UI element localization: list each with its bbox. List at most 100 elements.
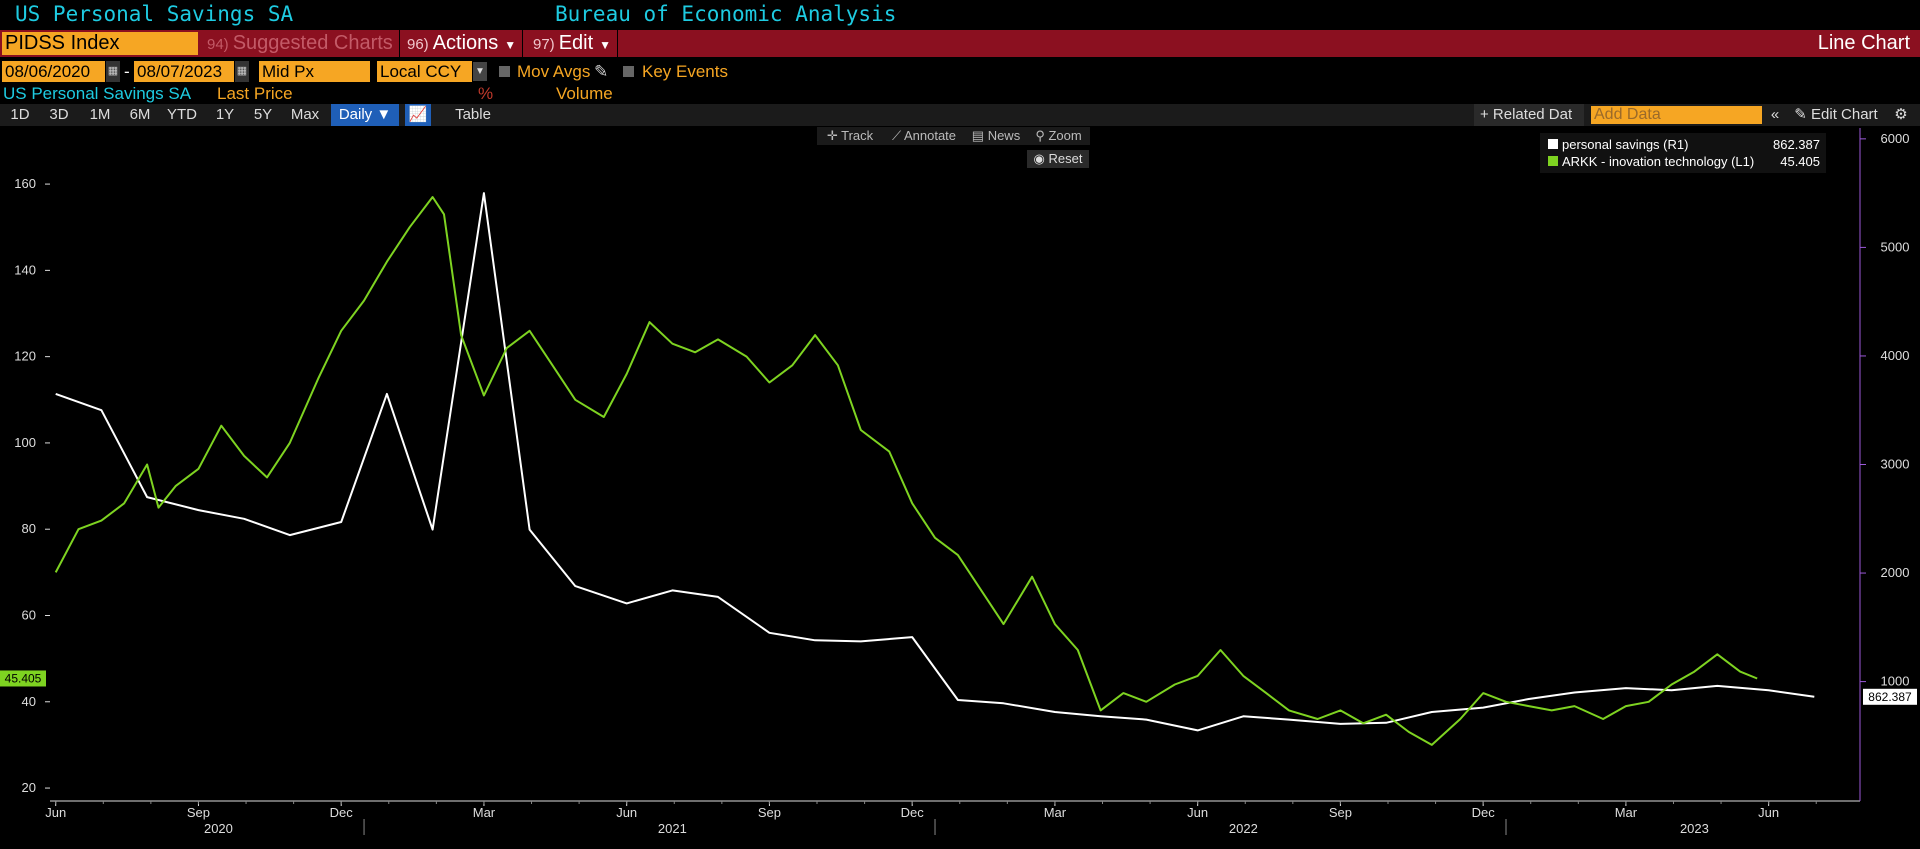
x-tick-label: Mar bbox=[1044, 805, 1067, 820]
actions-label: Actions bbox=[432, 32, 499, 54]
period-3d[interactable]: 3D bbox=[49, 106, 69, 123]
chevron-down-icon: ▼ bbox=[599, 38, 612, 52]
currency-select[interactable]: Local CCY bbox=[377, 61, 472, 82]
period-toolbar: 1D 3D 1M 6M YTD 1Y 5Y Max Daily ▼ 📈 Tabl… bbox=[0, 104, 1920, 126]
period-max[interactable]: Max bbox=[290, 106, 320, 123]
x-year-label: 2020 bbox=[204, 821, 233, 836]
price-field-select[interactable]: Mid Px bbox=[259, 61, 370, 82]
edit-num: 97) bbox=[533, 36, 555, 53]
legend-item-personal-savings[interactable]: personal savings (R1) 862.387 bbox=[1548, 136, 1820, 153]
chart-tools-bar: ✛ Track ⟋ Annotate ▤ News ⚲ Zoom bbox=[817, 127, 1090, 145]
y-right-tick-label: 6000 bbox=[1881, 131, 1910, 146]
series-line-arkk[interactable] bbox=[54, 196, 1758, 746]
period-1d[interactable]: 1D bbox=[10, 106, 30, 123]
mov-avgs-label[interactable]: Mov Avgs bbox=[517, 62, 591, 81]
y-left-tick-label: 100 bbox=[14, 435, 36, 450]
x-tick-label: Mar bbox=[1615, 805, 1638, 820]
period-6m[interactable]: 6M bbox=[129, 106, 151, 123]
legend-item-arkk[interactable]: ARKK - inovation technology (L1) 45.405 bbox=[1548, 153, 1820, 170]
x-tick-label: Jun bbox=[1187, 805, 1208, 820]
x-tick-label: Sep bbox=[187, 805, 210, 820]
command-bar: PIDSS Index 94) Suggested Charts 96) Actio… bbox=[0, 30, 1920, 57]
x-tick-label: Sep bbox=[758, 805, 781, 820]
edit-chart-button[interactable]: ✎ Edit Chart bbox=[1790, 104, 1882, 126]
edit-chart-label: Edit Chart bbox=[1811, 106, 1878, 123]
period-1y[interactable]: 1Y bbox=[215, 106, 235, 123]
line-chart[interactable]: 20 40 60 80 100 120 140 160 1000 2000 3000 4000 5000… bbox=[0, 128, 1920, 849]
ticker-field[interactable]: PIDSS Index bbox=[2, 32, 198, 55]
y-left-tick-label: 160 bbox=[14, 176, 36, 191]
y-right-tick-label: 5000 bbox=[1881, 239, 1910, 254]
left-badge-bg bbox=[0, 670, 46, 687]
track-label: Track bbox=[841, 128, 874, 143]
pencil-icon[interactable]: ✎ bbox=[594, 62, 609, 81]
zoom-tool[interactable]: ⚲ Zoom bbox=[1027, 127, 1090, 145]
series-legend-row: US Personal Savings SA Last Price % Volu… bbox=[0, 84, 1920, 104]
edit-label: Edit bbox=[558, 32, 594, 54]
crosshair-icon: ✛ bbox=[826, 128, 842, 143]
news-label: News bbox=[987, 128, 1021, 143]
percent-label[interactable]: % bbox=[478, 84, 494, 103]
chart-legend: personal savings (R1) 862.387 ARKK - ino… bbox=[1540, 133, 1826, 173]
legend-series-name: ARKK - inovation technology (L1) bbox=[1562, 154, 1755, 169]
mov-avgs-checkbox[interactable] bbox=[499, 66, 510, 77]
collapse-icon[interactable]: « bbox=[1770, 106, 1780, 123]
period-5y[interactable]: 5Y bbox=[253, 106, 273, 123]
volume-label[interactable]: Volume bbox=[556, 84, 613, 103]
end-date-field[interactable]: 08/07/2023 bbox=[134, 61, 234, 82]
last-price-label[interactable]: Last Price bbox=[217, 84, 293, 103]
table-button[interactable]: Table bbox=[455, 106, 491, 123]
zoom-label: Zoom bbox=[1048, 128, 1082, 143]
left-last-value-badge: 45.405 bbox=[0, 670, 46, 687]
date-separator: - bbox=[124, 62, 130, 81]
y-left-tick-label: 140 bbox=[14, 262, 36, 277]
right-last-value-badge: 862.387 bbox=[1863, 688, 1917, 705]
period-1m[interactable]: 1M bbox=[89, 106, 111, 123]
period-ytd[interactable]: YTD bbox=[167, 106, 197, 123]
y-right-tick-label: 2000 bbox=[1881, 565, 1910, 580]
annotate-label: Annotate bbox=[903, 128, 957, 143]
suggested-charts-num: 94) bbox=[207, 36, 229, 53]
suggested-charts-label: Suggested Charts bbox=[232, 32, 393, 54]
key-events-checkbox[interactable] bbox=[623, 66, 634, 77]
x-tick-label: Mar bbox=[473, 805, 496, 820]
line-chart-icon[interactable]: 📈 bbox=[405, 104, 431, 126]
gear-icon[interactable]: ⚙ bbox=[1894, 106, 1908, 123]
key-events-label[interactable]: Key Events bbox=[642, 62, 728, 81]
actions-menu[interactable]: 96) Actions ▼ bbox=[401, 30, 524, 57]
annotate-tool[interactable]: ⟋ Annotate bbox=[883, 127, 965, 145]
legend-series-name: personal savings (R1) bbox=[1562, 137, 1689, 152]
add-data-input[interactable]: Add Data bbox=[1591, 106, 1762, 124]
chart-type-label: Line Chart bbox=[1817, 32, 1910, 54]
y-left-tick-label: 20 bbox=[22, 780, 36, 795]
y-right-tick-label: 1000 bbox=[1881, 674, 1910, 689]
frequency-select[interactable]: Daily ▼ bbox=[331, 104, 399, 126]
x-tick-label: Dec bbox=[1472, 805, 1496, 820]
suggested-charts-menu[interactable]: 94) Suggested Charts bbox=[201, 30, 400, 57]
start-date-field[interactable]: 08/06/2020 bbox=[2, 61, 105, 82]
x-year-label: 2023 bbox=[1680, 821, 1709, 836]
pencil-icon: ⟋ bbox=[891, 128, 904, 143]
x-tick-label: Dec bbox=[901, 805, 925, 820]
pencil-icon: ✎ bbox=[1794, 106, 1812, 123]
y-left-tick-label: 60 bbox=[22, 607, 36, 622]
track-tool[interactable]: ✛ Track bbox=[817, 127, 883, 145]
y-right-tick-label: 4000 bbox=[1881, 348, 1910, 363]
y-left-tick-label: 40 bbox=[22, 694, 36, 709]
x-tick-label: Sep bbox=[1329, 805, 1352, 820]
y-right-tick-label: 3000 bbox=[1881, 457, 1910, 472]
chevron-down-icon[interactable]: ▼ bbox=[473, 62, 487, 81]
related-data-button[interactable]: + Related Dat bbox=[1474, 104, 1584, 126]
x-year-label: 2022 bbox=[1229, 821, 1258, 836]
calendar-icon[interactable]: ▦ bbox=[235, 61, 249, 82]
y-left-tick-label: 120 bbox=[14, 349, 36, 364]
reset-button[interactable]: ◉ Reset bbox=[1027, 150, 1089, 168]
search-icon: ⚲ bbox=[1035, 128, 1049, 143]
edit-menu[interactable]: 97) Edit ▼ bbox=[527, 30, 619, 57]
calendar-icon[interactable]: ▦ bbox=[106, 61, 120, 82]
series-line-personal-savings[interactable] bbox=[55, 192, 1815, 732]
chevron-down-icon: ▼ bbox=[504, 38, 517, 52]
security-title: US Personal Savings SA bbox=[15, 2, 294, 26]
news-tool[interactable]: ▤ News bbox=[965, 127, 1027, 145]
x-tick-label: Jun bbox=[1758, 805, 1779, 820]
